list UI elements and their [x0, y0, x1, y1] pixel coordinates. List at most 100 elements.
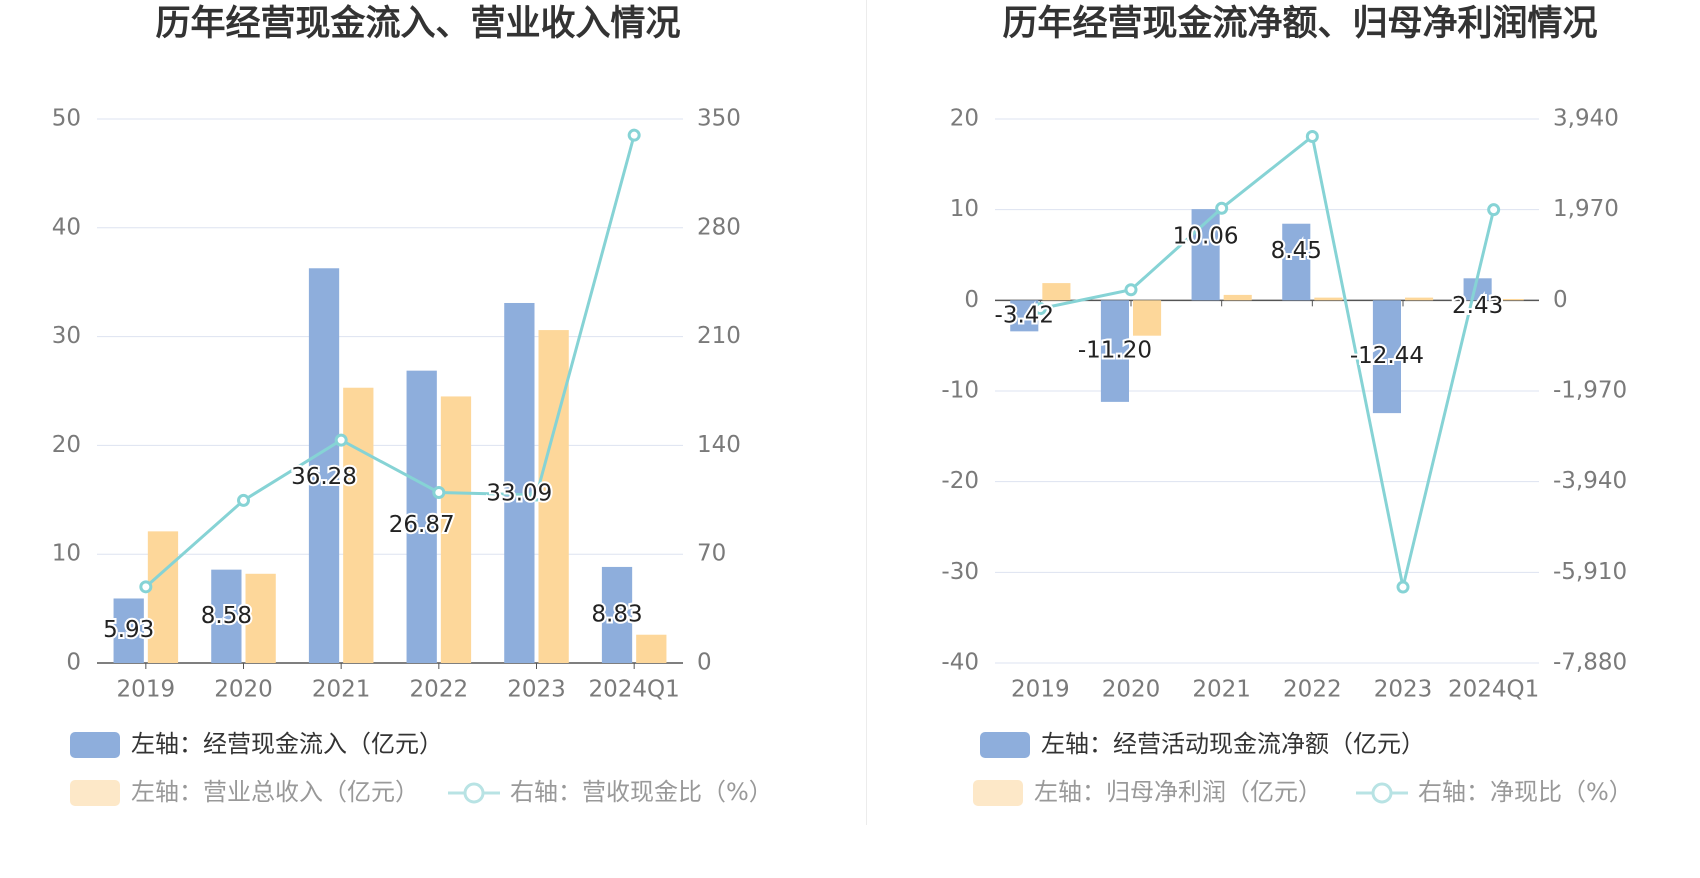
y-right-tick-label: 0 [697, 650, 712, 676]
legend-label: 左轴：归母净利润（亿元） [1034, 778, 1322, 806]
y-right-tick-label: 280 [697, 214, 741, 240]
chart-title: 历年经营现金流入、营业收入情况 [155, 3, 680, 44]
y-right-tick-label: 0 [1553, 287, 1568, 313]
bar-data-label: -3.42 [995, 302, 1055, 328]
legend-label: 右轴：营收现金比（%） [510, 778, 773, 806]
bar-data-label: 5.93 [103, 617, 154, 643]
bar-data-label: 26.87 [389, 512, 455, 538]
ratio-point [1305, 129, 1319, 143]
y-right-tick-label: 1,970 [1553, 196, 1619, 222]
bar-secondary [538, 330, 569, 663]
bar-secondary [1223, 294, 1252, 301]
bar-secondary [245, 573, 276, 663]
ratio-point [1396, 580, 1410, 594]
legend-swatch-bar [70, 780, 120, 806]
bar-data-label: 36.28 [291, 464, 357, 490]
legend-label: 左轴：营业总收入（亿元） [131, 778, 419, 806]
bar-data-label: 8.45 [1271, 238, 1322, 264]
bar-secondary [1042, 283, 1071, 301]
legend-swatch-bar [980, 732, 1030, 758]
y-right-tick-label: -3,940 [1553, 468, 1627, 494]
bar-secondary [1133, 300, 1162, 336]
bar-data-label: 8.58 [201, 603, 252, 629]
y-left-tick-label: -10 [941, 378, 979, 404]
bar-primary [601, 566, 633, 663]
bar-primary [211, 569, 242, 663]
ratio-point [627, 128, 641, 142]
bar-data-label: 2.43 [1452, 293, 1503, 319]
y-left-tick-label: 30 [52, 323, 81, 349]
ratio-point [1215, 201, 1229, 215]
y-right-tick-label: 70 [697, 541, 726, 567]
ratio-point [1124, 283, 1138, 297]
ratio-point [1033, 302, 1047, 316]
x-tick-label: 2022 [410, 677, 469, 703]
y-right-tick-label: 210 [697, 323, 741, 349]
x-tick-label: 2023 [507, 677, 566, 703]
y-right-tick-label: 350 [697, 106, 741, 132]
legend-label: 右轴：净现比（%） [1418, 778, 1633, 806]
bar-data-label: 10.06 [1173, 224, 1239, 250]
bar-data-label: 33.09 [486, 480, 552, 506]
bar-data-label: -12.44 [1350, 343, 1424, 369]
x-tick-label: 2024Q1 [1448, 677, 1539, 703]
y-left-tick-label: 10 [950, 196, 979, 222]
x-tick-label: 2020 [1102, 677, 1161, 703]
y-right-tick-label: -1,970 [1553, 378, 1627, 404]
ratio-point [432, 485, 446, 499]
bar-primary [1282, 223, 1311, 301]
x-tick-label: 2019 [117, 677, 176, 703]
panel-divider [866, 0, 867, 825]
y-left-tick-label: -20 [941, 468, 979, 494]
chart-title: 历年经营现金流净额、归母净利润情况 [1002, 3, 1597, 44]
ratio-point [1487, 203, 1501, 217]
bar-secondary [343, 387, 374, 663]
y-left-tick-label: 40 [52, 214, 81, 240]
legend-swatch-point [463, 782, 485, 804]
legend-swatch-point [1371, 782, 1393, 804]
y-left-tick-label: -30 [941, 559, 979, 585]
y-left-tick-label: 20 [52, 432, 81, 458]
x-tick-label: 2021 [312, 677, 371, 703]
ratio-point [237, 493, 250, 507]
y-left-tick-label: -40 [941, 650, 979, 676]
bar-secondary [1314, 297, 1343, 301]
x-tick-label: 2019 [1011, 677, 1070, 703]
bar-secondary [147, 531, 179, 663]
x-tick-label: 2022 [1283, 677, 1342, 703]
bar-primary [1463, 278, 1492, 301]
bar-data-label: -11.20 [1078, 338, 1152, 364]
legend-swatch-bar [70, 732, 120, 758]
y-left-tick-label: 0 [964, 287, 979, 313]
ratio-point [530, 488, 543, 502]
y-left-tick-label: 10 [52, 541, 81, 567]
bar-primary [1100, 300, 1129, 402]
ratio-line [144, 134, 636, 588]
legend-label: 左轴：经营活动现金流净额（亿元） [1041, 730, 1425, 758]
y-left-tick-label: 0 [66, 650, 81, 676]
bar-primary [113, 598, 144, 663]
x-tick-label: 2021 [1192, 677, 1251, 703]
x-tick-label: 2024Q1 [589, 677, 680, 703]
ratio-line [1040, 133, 1496, 588]
y-right-tick-label: -5,910 [1553, 559, 1627, 585]
ratio-point [139, 580, 153, 594]
y-right-tick-label: 140 [697, 432, 741, 458]
bar-primary [308, 268, 340, 663]
x-tick-label: 2023 [1374, 677, 1433, 703]
bar-primary [504, 302, 535, 663]
bar-secondary [1405, 297, 1434, 301]
legend-swatch-bar [973, 780, 1023, 806]
y-left-tick-label: 50 [52, 106, 81, 132]
legend-label: 左轴：经营现金流入（亿元） [131, 730, 443, 758]
ratio-point [334, 433, 348, 447]
bar-secondary [1495, 298, 1524, 301]
y-right-tick-label: -7,880 [1553, 650, 1627, 676]
bar-secondary [440, 396, 472, 663]
bar-primary [1010, 300, 1039, 332]
bar-data-label: 8.83 [591, 601, 642, 627]
bar-primary [1372, 300, 1401, 414]
x-tick-label: 2020 [214, 677, 273, 703]
